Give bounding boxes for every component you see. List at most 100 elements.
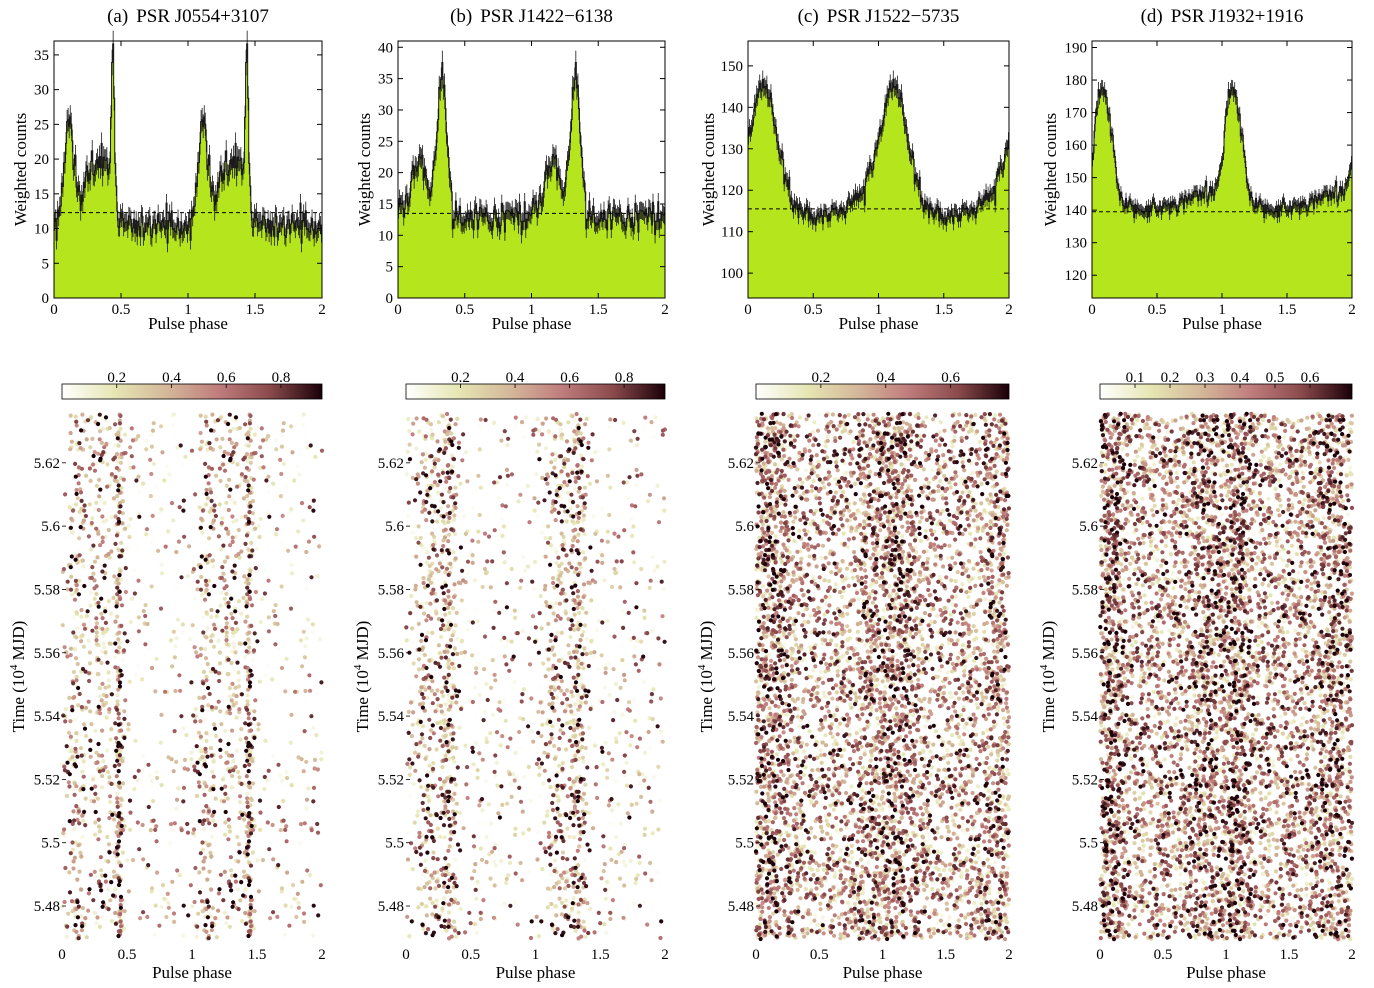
photon-point [567,447,571,451]
photon-point [451,745,455,749]
photon-point [577,611,581,615]
photon-point [271,482,275,486]
photon-point [921,500,925,504]
photon-point [843,904,847,908]
photon-point [266,511,270,515]
photon-point [137,615,141,619]
photon-point [428,886,432,890]
photon-point [289,645,293,649]
photon-point [447,919,451,923]
photon-point [448,704,452,708]
photon-point [455,607,459,611]
photon-point [287,734,291,738]
photon-point [549,460,553,464]
photon-point [207,592,211,596]
photon-point [630,534,634,538]
photon-point [309,714,313,718]
photon-point [576,799,580,803]
photon-point [423,744,427,748]
photon-point [444,866,448,870]
photon-point [92,683,96,687]
photon-point [196,457,200,461]
photon-point [600,561,604,565]
photon-point [439,786,443,790]
photon-point [159,424,163,428]
photon-point [199,647,203,651]
photon-point [90,576,94,580]
photon-point [86,909,90,913]
photon-point [219,479,223,483]
photon-point [250,548,254,552]
photon-point [254,590,258,594]
photon-point [145,915,149,919]
photon-point [267,491,271,495]
photon-point [438,777,442,781]
photon-point [91,544,95,548]
photon-point [446,662,450,666]
photon-point [98,925,102,929]
photon-point [759,572,763,576]
photon-point [459,707,463,711]
photon-point [419,785,423,789]
photon-point [451,495,455,499]
photon-point [112,870,116,874]
photon-point [198,890,202,894]
photon-point [553,859,557,863]
photon-point [554,418,558,422]
photon-point [109,880,113,884]
photon-point [225,635,229,639]
photon-point [186,831,190,835]
photon-point [551,696,555,700]
photon-point [592,650,596,654]
photon-point [605,768,609,772]
photon-point [79,615,83,619]
photon-point [576,919,580,923]
photon-point [261,465,265,469]
photon-point [79,608,83,612]
photon-point [435,747,439,751]
photon-point [149,433,153,437]
photon-point [577,511,581,515]
photon-point [411,422,415,426]
photon-point [199,851,203,855]
photon-point [247,554,251,558]
photon-point [113,641,117,645]
photon-point [263,591,267,595]
photon-point [202,695,206,699]
photon-point [421,724,425,728]
photon-point [154,824,158,828]
photon-point [215,837,219,841]
photon-point [565,688,569,692]
photon-point [228,882,232,886]
photon-point [654,795,658,799]
photon-point [549,633,553,637]
photon-point [554,500,558,504]
photon-point [546,622,550,626]
photon-point [420,732,424,736]
panel-title: (c)PSR J1522−5735 [798,6,960,27]
photon-point [419,563,423,567]
photon-point [416,905,420,909]
photon-point [452,830,456,834]
photon-point [153,448,157,452]
photon-point [451,731,455,735]
photon-point [291,883,295,887]
photon-point [266,579,270,583]
photon-point [558,486,562,490]
photon-point [467,619,471,623]
photon-point [559,454,563,458]
photon-point [138,916,142,920]
photon-point [318,637,322,641]
photon-point [257,524,261,528]
photon-point [89,591,93,595]
photon-point [538,611,542,615]
photon-point [122,736,126,740]
photon-point [237,742,241,746]
photon-point [160,783,164,787]
photon-point [408,686,412,690]
photon-point [555,881,559,885]
photon-point [425,561,429,565]
photon-point [635,474,639,478]
photon-point [117,554,121,558]
photon-point [192,827,196,831]
